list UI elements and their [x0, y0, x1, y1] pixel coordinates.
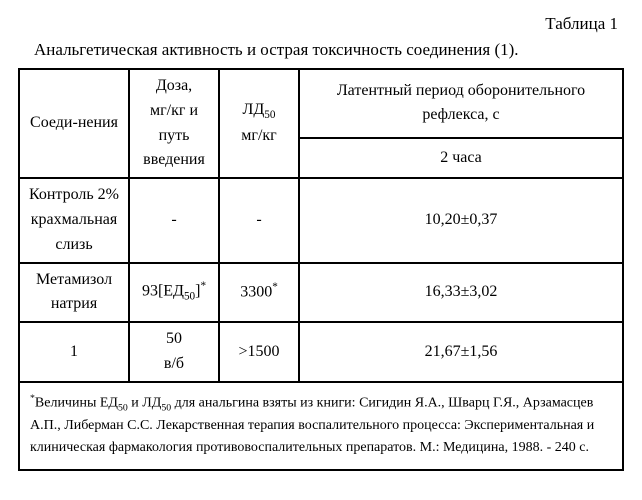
asterisk-icon: * — [200, 280, 206, 292]
dose-pre: 93[ЕД — [142, 283, 184, 300]
col-header-latent: Латентный период оборонительного рефлекс… — [299, 69, 623, 138]
col-header-ld50: ЛД50 мг/кг — [219, 69, 299, 178]
col-header-hours: 2 часа — [299, 138, 623, 178]
cell-dose: - — [129, 178, 219, 262]
cell-ld50: - — [219, 178, 299, 262]
ld50-header-pre: ЛД — [243, 101, 265, 118]
footnote-mid1: и ЛД — [128, 395, 162, 410]
cell-ld50: 3300* — [219, 263, 299, 323]
footnote-sub1: 50 — [118, 402, 128, 413]
dose-header-l1: Доза, — [156, 77, 192, 94]
table-caption: Анальгетическая активность и острая токс… — [34, 40, 624, 60]
cell-dose: 93[ЕД50]* — [129, 263, 219, 323]
dose-header-l4: введения — [143, 151, 205, 168]
footnote-pre: Величины ЕД — [35, 395, 118, 410]
compound-l1: Метамизол — [36, 271, 112, 288]
page: Таблица 1 Анальгетическая активность и о… — [0, 0, 642, 500]
asterisk-icon: * — [272, 281, 278, 293]
cell-dose: 50 в/б — [129, 322, 219, 382]
cell-compound: 1 — [19, 322, 129, 382]
cell-value: 21,67±1,56 — [299, 322, 623, 382]
col-header-dose: Доза, мг/кг и путь введения — [129, 69, 219, 178]
ld50-val: 3300 — [240, 284, 272, 301]
table-header-row: Соеди-нения Доза, мг/кг и путь введения … — [19, 69, 623, 138]
cell-ld50: >1500 — [219, 322, 299, 382]
footnote-sub2: 50 — [161, 402, 171, 413]
footnote-cell: *Величины ЕД50 и ЛД50 для анальгина взят… — [19, 382, 623, 470]
cell-compound: Метамизол натрия — [19, 263, 129, 323]
ld50-header-sub: 50 — [264, 109, 275, 121]
dose-header-l2: мг/кг и — [150, 102, 198, 119]
table-row: Контроль 2% крахмальная слизь - - 10,20±… — [19, 178, 623, 262]
compound-l2: крахмальная — [31, 211, 117, 228]
table-row: 1 50 в/б >1500 21,67±1,56 — [19, 322, 623, 382]
table-row: Метамизол натрия 93[ЕД50]* 3300* 16,33±3… — [19, 263, 623, 323]
dose-header-l3: путь — [159, 127, 190, 144]
compound-l2: натрия — [51, 295, 97, 312]
cell-compound: Контроль 2% крахмальная слизь — [19, 178, 129, 262]
compound-l3: слизь — [55, 236, 92, 253]
dose-sub: 50 — [184, 291, 195, 303]
col-header-compound: Соеди-нения — [19, 69, 129, 178]
dose-l2: в/б — [164, 355, 184, 372]
cell-value: 16,33±3,02 — [299, 263, 623, 323]
compound-l1: Контроль 2% — [29, 186, 119, 203]
table-label: Таблица 1 — [18, 14, 618, 34]
cell-value: 10,20±0,37 — [299, 178, 623, 262]
table-footnote-row: *Величины ЕД50 и ЛД50 для анальгина взят… — [19, 382, 623, 470]
data-table: Соеди-нения Доза, мг/кг и путь введения … — [18, 68, 624, 471]
ld50-header-l2: мг/кг — [241, 127, 276, 144]
dose-l1: 50 — [166, 330, 182, 347]
